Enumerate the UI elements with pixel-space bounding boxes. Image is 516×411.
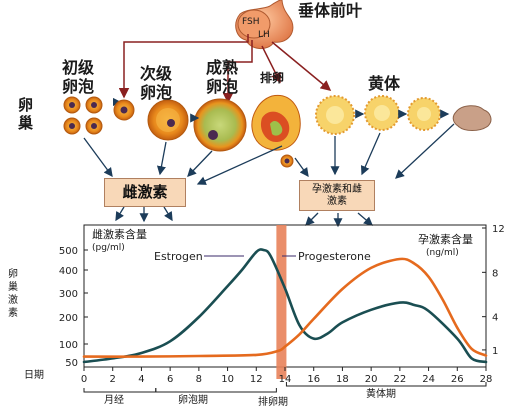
x-axis-label: 日期 (24, 370, 44, 381)
x-tick-label: 10 (221, 374, 234, 385)
estrogen-box: 雌激素 (104, 178, 186, 207)
left-tick-label: 500 (59, 246, 78, 257)
corpus-albicans (452, 105, 492, 131)
ovulation-label: 排卵 (260, 71, 285, 85)
series-line-estrogen (82, 248, 488, 364)
corpus-luteum-label: 黄体 (368, 74, 401, 93)
corpus-luteum-2 (364, 95, 400, 131)
x-tick-label: 14 (279, 374, 292, 385)
hormone-arrows (83, 123, 455, 185)
phase-follicular-label: 卵泡期 (178, 395, 208, 406)
ovary-label: 卵巢 (18, 96, 34, 132)
x-tick-label: 22 (393, 374, 406, 385)
x-tick-label: 28 (480, 374, 493, 385)
right-tick-label: 1 (492, 346, 498, 357)
x-tick-label: 12 (250, 374, 263, 385)
left-tick-label: 50 (65, 358, 78, 369)
right-tick-label: 12 (492, 224, 505, 235)
left-axis-title: 雌激素含量 (92, 228, 147, 241)
x-tick-label: 0 (81, 374, 87, 385)
progesterone-estrogen-box: 孕激素和雌激素 (299, 180, 375, 211)
mature-follicle (193, 98, 247, 152)
x-tick-label: 18 (336, 374, 349, 385)
x-tick-label: 20 (365, 374, 378, 385)
left-axis-unit: (pg/ml) (92, 243, 125, 253)
lh-label: LH (258, 30, 270, 40)
ovulation-band (276, 225, 287, 379)
pituitary-gland (235, 0, 294, 49)
left-tick-label: 400 (59, 266, 78, 277)
luteal-bracket (285, 382, 487, 387)
phase-ovulatory-label: 排卵期 (258, 397, 288, 408)
box-output-arrows (115, 206, 373, 228)
hormone-level-chart: 0 2 4 6 8 10 12 14 16 18 20 22 24 26 28501002003004005… (59, 224, 505, 393)
x-tick-label: 4 (138, 374, 144, 385)
mature-follicle-label: 成熟卵泡 (206, 58, 239, 96)
left-tick-label: 100 (59, 340, 78, 351)
right-axis-unit: (ng/ml) (426, 248, 459, 258)
menstrual-bracket (83, 388, 157, 393)
corpus-luteum-1 (315, 95, 355, 135)
x-tick-label: 26 (451, 374, 464, 385)
phase-luteal-label: 黄体期 (366, 389, 396, 400)
stage-arrows (190, 109, 450, 123)
fsh-label: FSH (242, 17, 260, 27)
ovarian-hormone-side-label: 卵巢激素 (8, 269, 18, 319)
estrogen-series-label: Estrogen (154, 250, 203, 263)
right-tick-label: 8 (492, 268, 498, 279)
ovarian-cycle-diagram (63, 0, 492, 228)
progesterone-series-label: Progesterone (298, 250, 371, 263)
pituitary-arrows (118, 34, 332, 104)
follicular-bracket (155, 388, 277, 393)
x-tick-label: 24 (422, 374, 435, 385)
right-axis-title: 孕激素含量 (418, 233, 473, 246)
corpus-luteum-3 (407, 97, 441, 131)
primary-follicle-label: 初级卵泡 (62, 58, 95, 96)
x-tick-label: 2 (110, 374, 116, 385)
pituitary-title: 垂体前叶 (298, 1, 363, 20)
secondary-follicle-large (147, 99, 189, 141)
x-tick-label: 16 (307, 374, 320, 385)
secondary-follicle-label: 次级卵泡 (140, 64, 173, 102)
phase-menstrual-label: 月经 (104, 395, 124, 406)
x-tick-label: 6 (167, 374, 173, 385)
left-tick-label: 200 (59, 313, 78, 324)
primary-follicles (63, 96, 103, 135)
right-tick-label: 4 (492, 313, 498, 324)
left-tick-label: 300 (59, 289, 78, 300)
secondary-follicle-small (113, 99, 135, 121)
x-tick-label: 8 (196, 374, 202, 385)
ovulating-follicle (251, 94, 301, 168)
series-line-progesterone (82, 257, 488, 358)
